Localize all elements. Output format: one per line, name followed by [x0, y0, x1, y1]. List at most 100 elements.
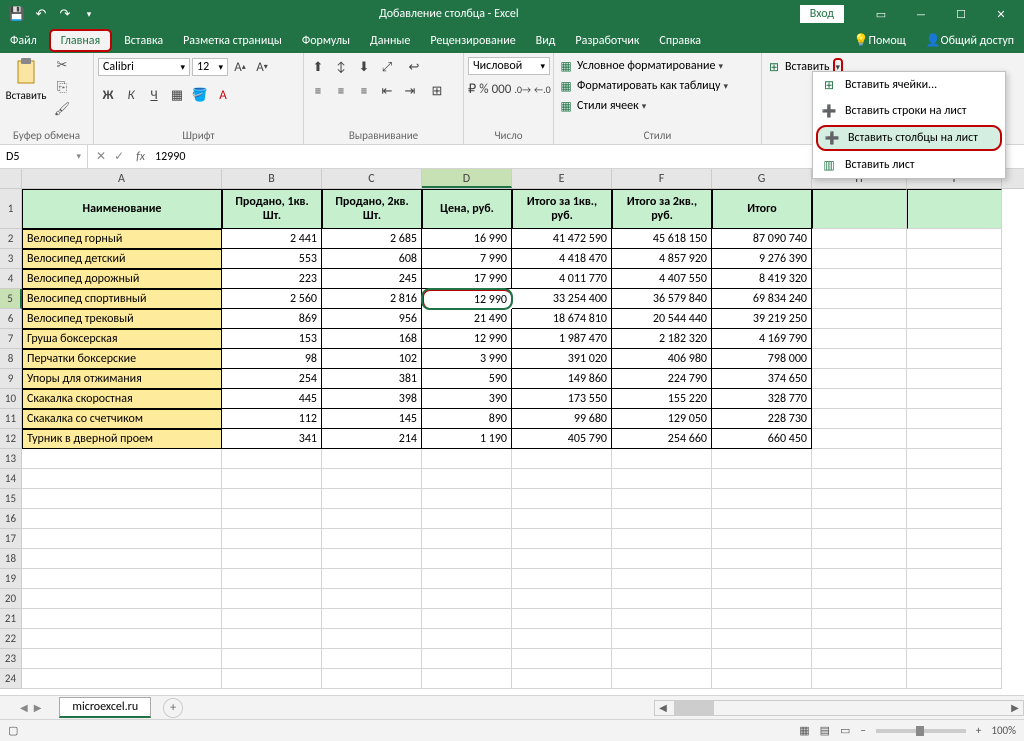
row-header[interactable]: 8 — [0, 349, 22, 369]
cell[interactable]: 254 — [222, 369, 322, 389]
shrink-font-icon[interactable]: A▾ — [252, 57, 272, 77]
percent-icon[interactable]: % — [479, 79, 488, 99]
cell[interactable] — [222, 529, 322, 549]
cell[interactable]: 398 — [322, 389, 422, 409]
cell[interactable] — [322, 489, 422, 509]
cell[interactable]: Скакалка скоростная — [22, 389, 222, 409]
cell[interactable]: 87 090 740 — [712, 229, 812, 249]
worksheet-grid[interactable]: ABCDEFGHI 1НаименованиеПродано, 1кв. Шт.… — [0, 169, 1024, 695]
cell[interactable] — [512, 649, 612, 669]
cell[interactable] — [907, 289, 1002, 309]
indent-right-icon[interactable]: ⇥ — [400, 81, 420, 101]
cell[interactable] — [322, 629, 422, 649]
wrap-text-icon[interactable]: ↩ — [400, 57, 428, 77]
cell[interactable]: 1 987 470 — [512, 329, 612, 349]
cell[interactable]: 17 990 — [422, 269, 512, 289]
row-header[interactable]: 23 — [0, 649, 22, 669]
cell[interactable] — [907, 549, 1002, 569]
insert-columns-item[interactable]: ➕Вставить столбцы на лист — [816, 125, 1002, 151]
cell[interactable] — [612, 469, 712, 489]
merge-icon[interactable]: ⊞ — [423, 81, 451, 101]
insert-cells-item[interactable]: ⊞Вставить ячейки... — [813, 72, 1005, 98]
column-header-C[interactable]: C — [322, 169, 422, 188]
cell[interactable]: 41 472 590 — [512, 229, 612, 249]
cell[interactable]: 8 419 320 — [712, 269, 812, 289]
cell[interactable]: Груша боксерская — [22, 329, 222, 349]
cell[interactable]: 2 816 — [322, 289, 422, 309]
cell[interactable]: 798 000 — [712, 349, 812, 369]
cell[interactable]: 4 857 920 — [612, 249, 712, 269]
cell[interactable]: Продано, 1кв. Шт. — [222, 189, 322, 229]
cell[interactable]: Итого за 1кв., руб. — [512, 189, 612, 229]
row-header[interactable]: 14 — [0, 469, 22, 489]
cell[interactable] — [322, 589, 422, 609]
cell[interactable] — [812, 649, 907, 669]
cell[interactable] — [22, 569, 222, 589]
cell[interactable]: 98 — [222, 349, 322, 369]
cell[interactable]: 224 790 — [612, 369, 712, 389]
enter-formula-icon[interactable]: ✓ — [114, 149, 124, 164]
cell[interactable] — [712, 509, 812, 529]
cell[interactable]: Турник в дверной проем — [22, 429, 222, 449]
cell[interactable]: 869 — [222, 309, 322, 329]
cell[interactable] — [812, 309, 907, 329]
signin-button[interactable]: Вход — [800, 5, 844, 23]
paste-button[interactable]: Вставить — [4, 55, 48, 128]
column-header-E[interactable]: E — [512, 169, 612, 188]
row-header[interactable]: 6 — [0, 309, 22, 329]
italic-icon[interactable]: К — [121, 85, 141, 105]
cell[interactable] — [907, 589, 1002, 609]
cell[interactable] — [422, 529, 512, 549]
cell[interactable]: Перчатки боксерские — [22, 349, 222, 369]
cell-styles-button[interactable]: ▦Стили ячеек▾ — [558, 97, 757, 115]
cell[interactable] — [812, 669, 907, 689]
cell[interactable] — [422, 489, 512, 509]
grow-font-icon[interactable]: A▴ — [230, 57, 250, 77]
row-header[interactable]: 16 — [0, 509, 22, 529]
cell[interactable]: 214 — [322, 429, 422, 449]
sheet-tab[interactable]: microexcel.ru — [59, 697, 151, 718]
cell[interactable] — [422, 549, 512, 569]
cell[interactable]: 153 — [222, 329, 322, 349]
cell[interactable]: 890 — [422, 409, 512, 429]
cell[interactable]: 18 674 810 — [512, 309, 612, 329]
cell[interactable] — [512, 669, 612, 689]
tab-review[interactable]: Рецензирование — [420, 28, 525, 53]
column-header-D[interactable]: D — [422, 169, 512, 188]
cell[interactable] — [612, 549, 712, 569]
cell[interactable] — [422, 449, 512, 469]
row-header[interactable]: 4 — [0, 269, 22, 289]
cell[interactable]: Наименование — [22, 189, 222, 229]
cell[interactable] — [512, 509, 612, 529]
row-header[interactable]: 17 — [0, 529, 22, 549]
cell[interactable]: 99 680 — [512, 409, 612, 429]
cell[interactable]: 7 990 — [422, 249, 512, 269]
cell[interactable]: 660 450 — [712, 429, 812, 449]
cell[interactable] — [322, 669, 422, 689]
cell[interactable] — [222, 609, 322, 629]
cell[interactable] — [712, 449, 812, 469]
underline-icon[interactable]: Ч — [144, 85, 164, 105]
cell[interactable]: 2 441 — [222, 229, 322, 249]
dec-decimal-icon[interactable]: ←.0 — [534, 79, 551, 99]
cell[interactable] — [907, 649, 1002, 669]
cell[interactable]: 2 560 — [222, 289, 322, 309]
row-header[interactable]: 3 — [0, 249, 22, 269]
cell[interactable] — [222, 589, 322, 609]
row-header[interactable]: 10 — [0, 389, 22, 409]
align-top-icon[interactable]: ⬆ — [308, 57, 328, 77]
number-format-selector[interactable]: Числовой▾ — [468, 57, 550, 75]
row-header[interactable]: 7 — [0, 329, 22, 349]
cell[interactable]: Велосипед горный — [22, 229, 222, 249]
cell[interactable]: 173 550 — [512, 389, 612, 409]
tab-home[interactable]: Главная — [49, 29, 112, 52]
cell[interactable] — [812, 609, 907, 629]
cell[interactable] — [812, 409, 907, 429]
cell[interactable]: 149 860 — [512, 369, 612, 389]
cell[interactable] — [712, 669, 812, 689]
cell[interactable] — [907, 389, 1002, 409]
cell[interactable] — [422, 649, 512, 669]
fill-color-icon[interactable]: 🪣 — [190, 85, 210, 105]
cell[interactable] — [907, 609, 1002, 629]
cell[interactable] — [907, 349, 1002, 369]
